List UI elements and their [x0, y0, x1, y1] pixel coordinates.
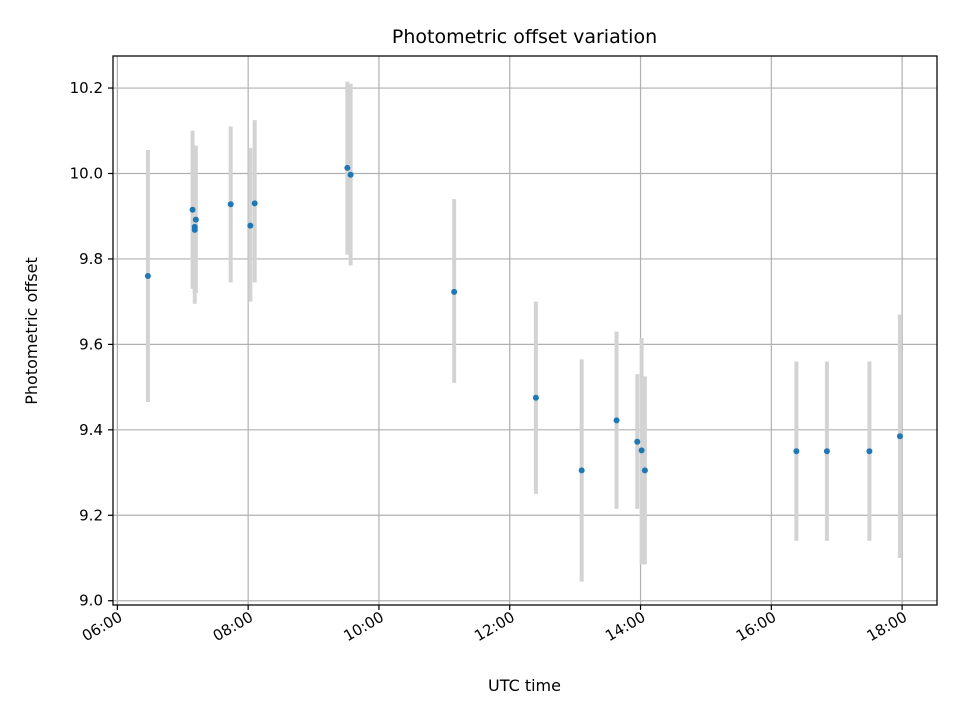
- data-point: [641, 467, 648, 474]
- data-point: [192, 216, 199, 223]
- y-tick-label: 9.8: [79, 250, 103, 268]
- plot-frame: [112, 55, 938, 606]
- data-point: [823, 448, 830, 455]
- y-tick-label: 10.0: [70, 164, 103, 182]
- data-point: [578, 467, 585, 474]
- y-tick-label: 10.2: [70, 79, 103, 97]
- data-point: [144, 273, 151, 280]
- y-tick-label: 9.4: [79, 421, 103, 439]
- data-point: [191, 226, 198, 233]
- y-axis-title: Photometric offset: [22, 257, 41, 405]
- chart-title: Photometric offset variation: [392, 26, 657, 48]
- data-point: [227, 201, 234, 208]
- data-point: [344, 164, 351, 171]
- data-point: [247, 222, 254, 229]
- data-point: [613, 417, 620, 424]
- y-tick-label: 9.2: [79, 506, 103, 524]
- data-points: [144, 164, 903, 474]
- data-point: [347, 171, 354, 178]
- data-point: [793, 448, 800, 455]
- data-point: [638, 447, 645, 454]
- data-point: [189, 206, 196, 213]
- data-point: [251, 200, 258, 207]
- y-tick-label: 9.6: [79, 335, 103, 353]
- x-axis-title: UTC time: [488, 676, 561, 695]
- data-point: [532, 394, 539, 401]
- data-point: [896, 433, 903, 440]
- data-point: [451, 288, 458, 295]
- y-tick-label: 9.0: [79, 592, 103, 610]
- data-point: [866, 448, 873, 455]
- data-point: [634, 438, 641, 445]
